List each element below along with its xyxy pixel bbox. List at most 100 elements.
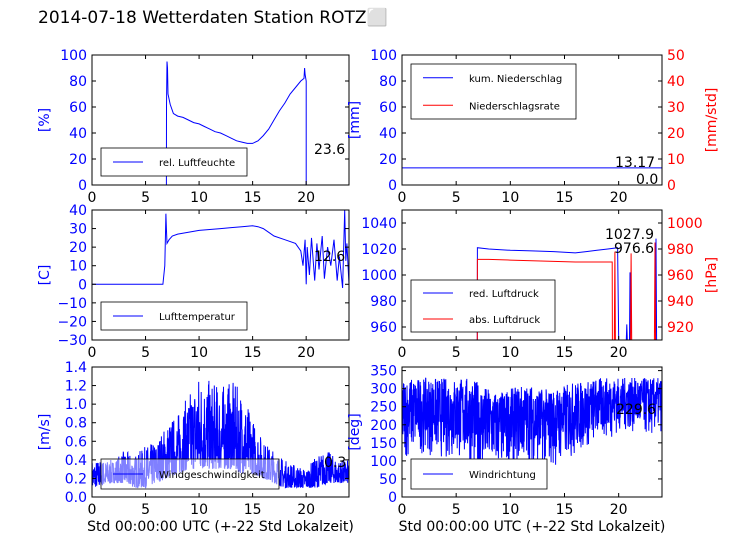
winddirection-ytick-label: 100	[370, 454, 397, 470]
windspeed-xtick-label: 10	[190, 502, 208, 518]
precipitation-ytick-right-label: 50	[667, 48, 685, 64]
temperature-ylabel: [C]	[37, 265, 53, 286]
humidity-series-line-0	[92, 61, 307, 185]
pressure-ytick-label: 1000	[361, 268, 397, 284]
humidity-ytick-label: 20	[69, 152, 87, 168]
precipitation-ytick-label: 100	[370, 48, 397, 64]
pressure-legend-box	[410, 279, 556, 333]
temperature-ytick-label: −10	[57, 296, 87, 312]
windspeed-ytick-label: 0.0	[65, 490, 87, 506]
temperature-xtick-label: 15	[244, 345, 262, 361]
pressure-ytick-right-label: 960	[667, 268, 694, 284]
pressure-series-line-1	[476, 242, 662, 340]
precipitation-ytick-right-label: 10	[667, 152, 685, 168]
precipitation-legend-label: Niederschlagsrate	[469, 101, 560, 112]
precipitation-xtick-label: 0	[398, 190, 407, 206]
temperature-xtick-label: 20	[297, 345, 315, 361]
figure-title: 2014-07-18 Wetterdaten Station ROTZ⬜	[38, 8, 388, 28]
precipitation-ylabel-right: [mm/std]	[704, 88, 720, 153]
windspeed-panel: 0 5 10 15 20 0.0 0.2 0.4 0.6 0.8 1.0 1.2 1.4 [m/s] Std…	[37, 360, 354, 535]
pressure-ytick-right-label: 980	[667, 242, 694, 258]
humidity-xtick-label: 10	[190, 190, 208, 206]
precipitation-ytick-right-label: 40	[667, 74, 685, 90]
precipitation-plot-frame	[401, 54, 663, 186]
winddirection-ytick-label: 50	[379, 472, 397, 488]
temperature-plot-frame	[91, 209, 350, 341]
humidity-xtick-label: 0	[88, 190, 97, 206]
pressure-ytick-label: 960	[370, 320, 397, 336]
humidity-xtick-label: 20	[297, 190, 315, 206]
precipitation-xtick-label: 20	[610, 190, 628, 206]
windspeed-legend-label: Windgeschwindigkeit	[159, 470, 265, 481]
precipitation-ytick-right-label: 20	[667, 126, 685, 142]
precipitation-annotation: 13.17	[615, 155, 655, 171]
pressure-ytick-right-label: 940	[667, 294, 694, 310]
pressure-xtick-label: 0	[398, 345, 407, 361]
humidity-ytick-label: 40	[69, 126, 87, 142]
temperature-ytick-label: 0	[78, 277, 87, 293]
windspeed-ytick-label: 0.8	[65, 416, 87, 432]
winddirection-legend-label: Windrichtung	[469, 470, 536, 481]
pressure-ylabel-right: [hPa]	[704, 257, 720, 293]
precipitation-ytick-label: 40	[379, 126, 397, 142]
pressure-ytick-right-label: 1000	[667, 216, 703, 232]
windspeed-ytick-label: 1.2	[65, 379, 87, 395]
pressure-xtick-label: 10	[501, 345, 519, 361]
temperature-xtick-label: 10	[190, 345, 208, 361]
windspeed-xlabel: Std 00:00:00 UTC (+-22 Std Lokalzeit)	[87, 519, 354, 535]
pressure-ytick-label: 1040	[361, 216, 397, 232]
humidity-ytick-label: 60	[69, 100, 87, 116]
winddirection-ytick-label: 250	[370, 400, 397, 416]
precipitation-ytick-right-label: 30	[667, 100, 685, 116]
winddirection-ytick-label: 300	[370, 382, 397, 398]
precipitation-ytick-label: 0	[388, 178, 397, 194]
temperature-panel: 0 5 10 15 20 −30 −20 −10 0 10 20 30 40 [C] Lufttempera…	[37, 203, 350, 361]
temperature-annotation: 12.6	[314, 249, 345, 265]
pressure-ytick-right-label: 920	[667, 320, 694, 336]
winddirection-ytick-label: 350	[370, 364, 397, 380]
windspeed-annotation: 0.3	[324, 455, 346, 471]
pressure-series-line-0	[476, 238, 662, 340]
winddirection-plot-frame	[401, 366, 663, 498]
windspeed-plot-frame	[91, 366, 350, 498]
windspeed-ylabel: [m/s]	[37, 414, 53, 451]
winddirection-ytick-label: 150	[370, 436, 397, 452]
precipitation-xtick-label: 5	[452, 190, 461, 206]
precipitation-ylabel: [mm]	[347, 101, 363, 139]
pressure-panel: 0 5 10 15 20 960 980 1000 1020 1040 920 940 960 980 10…	[361, 209, 720, 361]
windspeed-xtick-label: 15	[244, 502, 262, 518]
pressure-xtick-label: 15	[556, 345, 574, 361]
pressure-legend-label: red. Luftdruck	[469, 289, 539, 300]
humidity-plot-frame	[91, 54, 350, 186]
pressure-annotation: 1027.9	[605, 227, 654, 243]
windspeed-xtick-label: 0	[88, 502, 97, 518]
pressure-legend-label: abs. Luftdruck	[469, 315, 540, 326]
winddirection-xtick-label: 0	[398, 502, 407, 518]
winddirection-annotation: 229.6	[616, 402, 656, 418]
windspeed-ytick-label: 0.4	[65, 453, 87, 469]
humidity-legend-label: rel. Luftfeuchte	[159, 158, 235, 169]
winddirection-xtick-label: 5	[452, 502, 461, 518]
pressure-xtick-label: 20	[610, 345, 628, 361]
temperature-xtick-label: 5	[141, 345, 150, 361]
winddirection-ytick-label: 0	[388, 490, 397, 506]
temperature-ytick-label: 20	[69, 240, 87, 256]
windspeed-xtick-label: 20	[297, 502, 315, 518]
winddirection-xtick-label: 10	[501, 502, 519, 518]
precipitation-panel: 0 5 10 15 20 0 20 40 60 80 100 0 10 20 30 40 50 [mm] [mm/s…	[347, 48, 720, 206]
pressure-ytick-label: 980	[370, 294, 397, 310]
pressure-xtick-label: 5	[452, 345, 461, 361]
windspeed-ytick-label: 1.0	[65, 397, 87, 413]
humidity-ytick-label: 80	[69, 74, 87, 90]
precipitation-ytick-right-label: 0	[667, 178, 676, 194]
temperature-legend-label: Lufttemperatur	[159, 312, 236, 323]
temperature-ytick-label: −20	[57, 314, 87, 330]
precipitation-legend-label: kum. Niederschlag	[469, 74, 562, 85]
pressure-ytick-label: 1020	[361, 242, 397, 258]
windspeed-xtick-label: 5	[141, 502, 150, 518]
winddirection-ylabel: [deg]	[347, 413, 363, 450]
temperature-xtick-label: 0	[88, 345, 97, 361]
temperature-series-line-0	[92, 210, 349, 289]
precipitation-xtick-label: 15	[556, 190, 574, 206]
